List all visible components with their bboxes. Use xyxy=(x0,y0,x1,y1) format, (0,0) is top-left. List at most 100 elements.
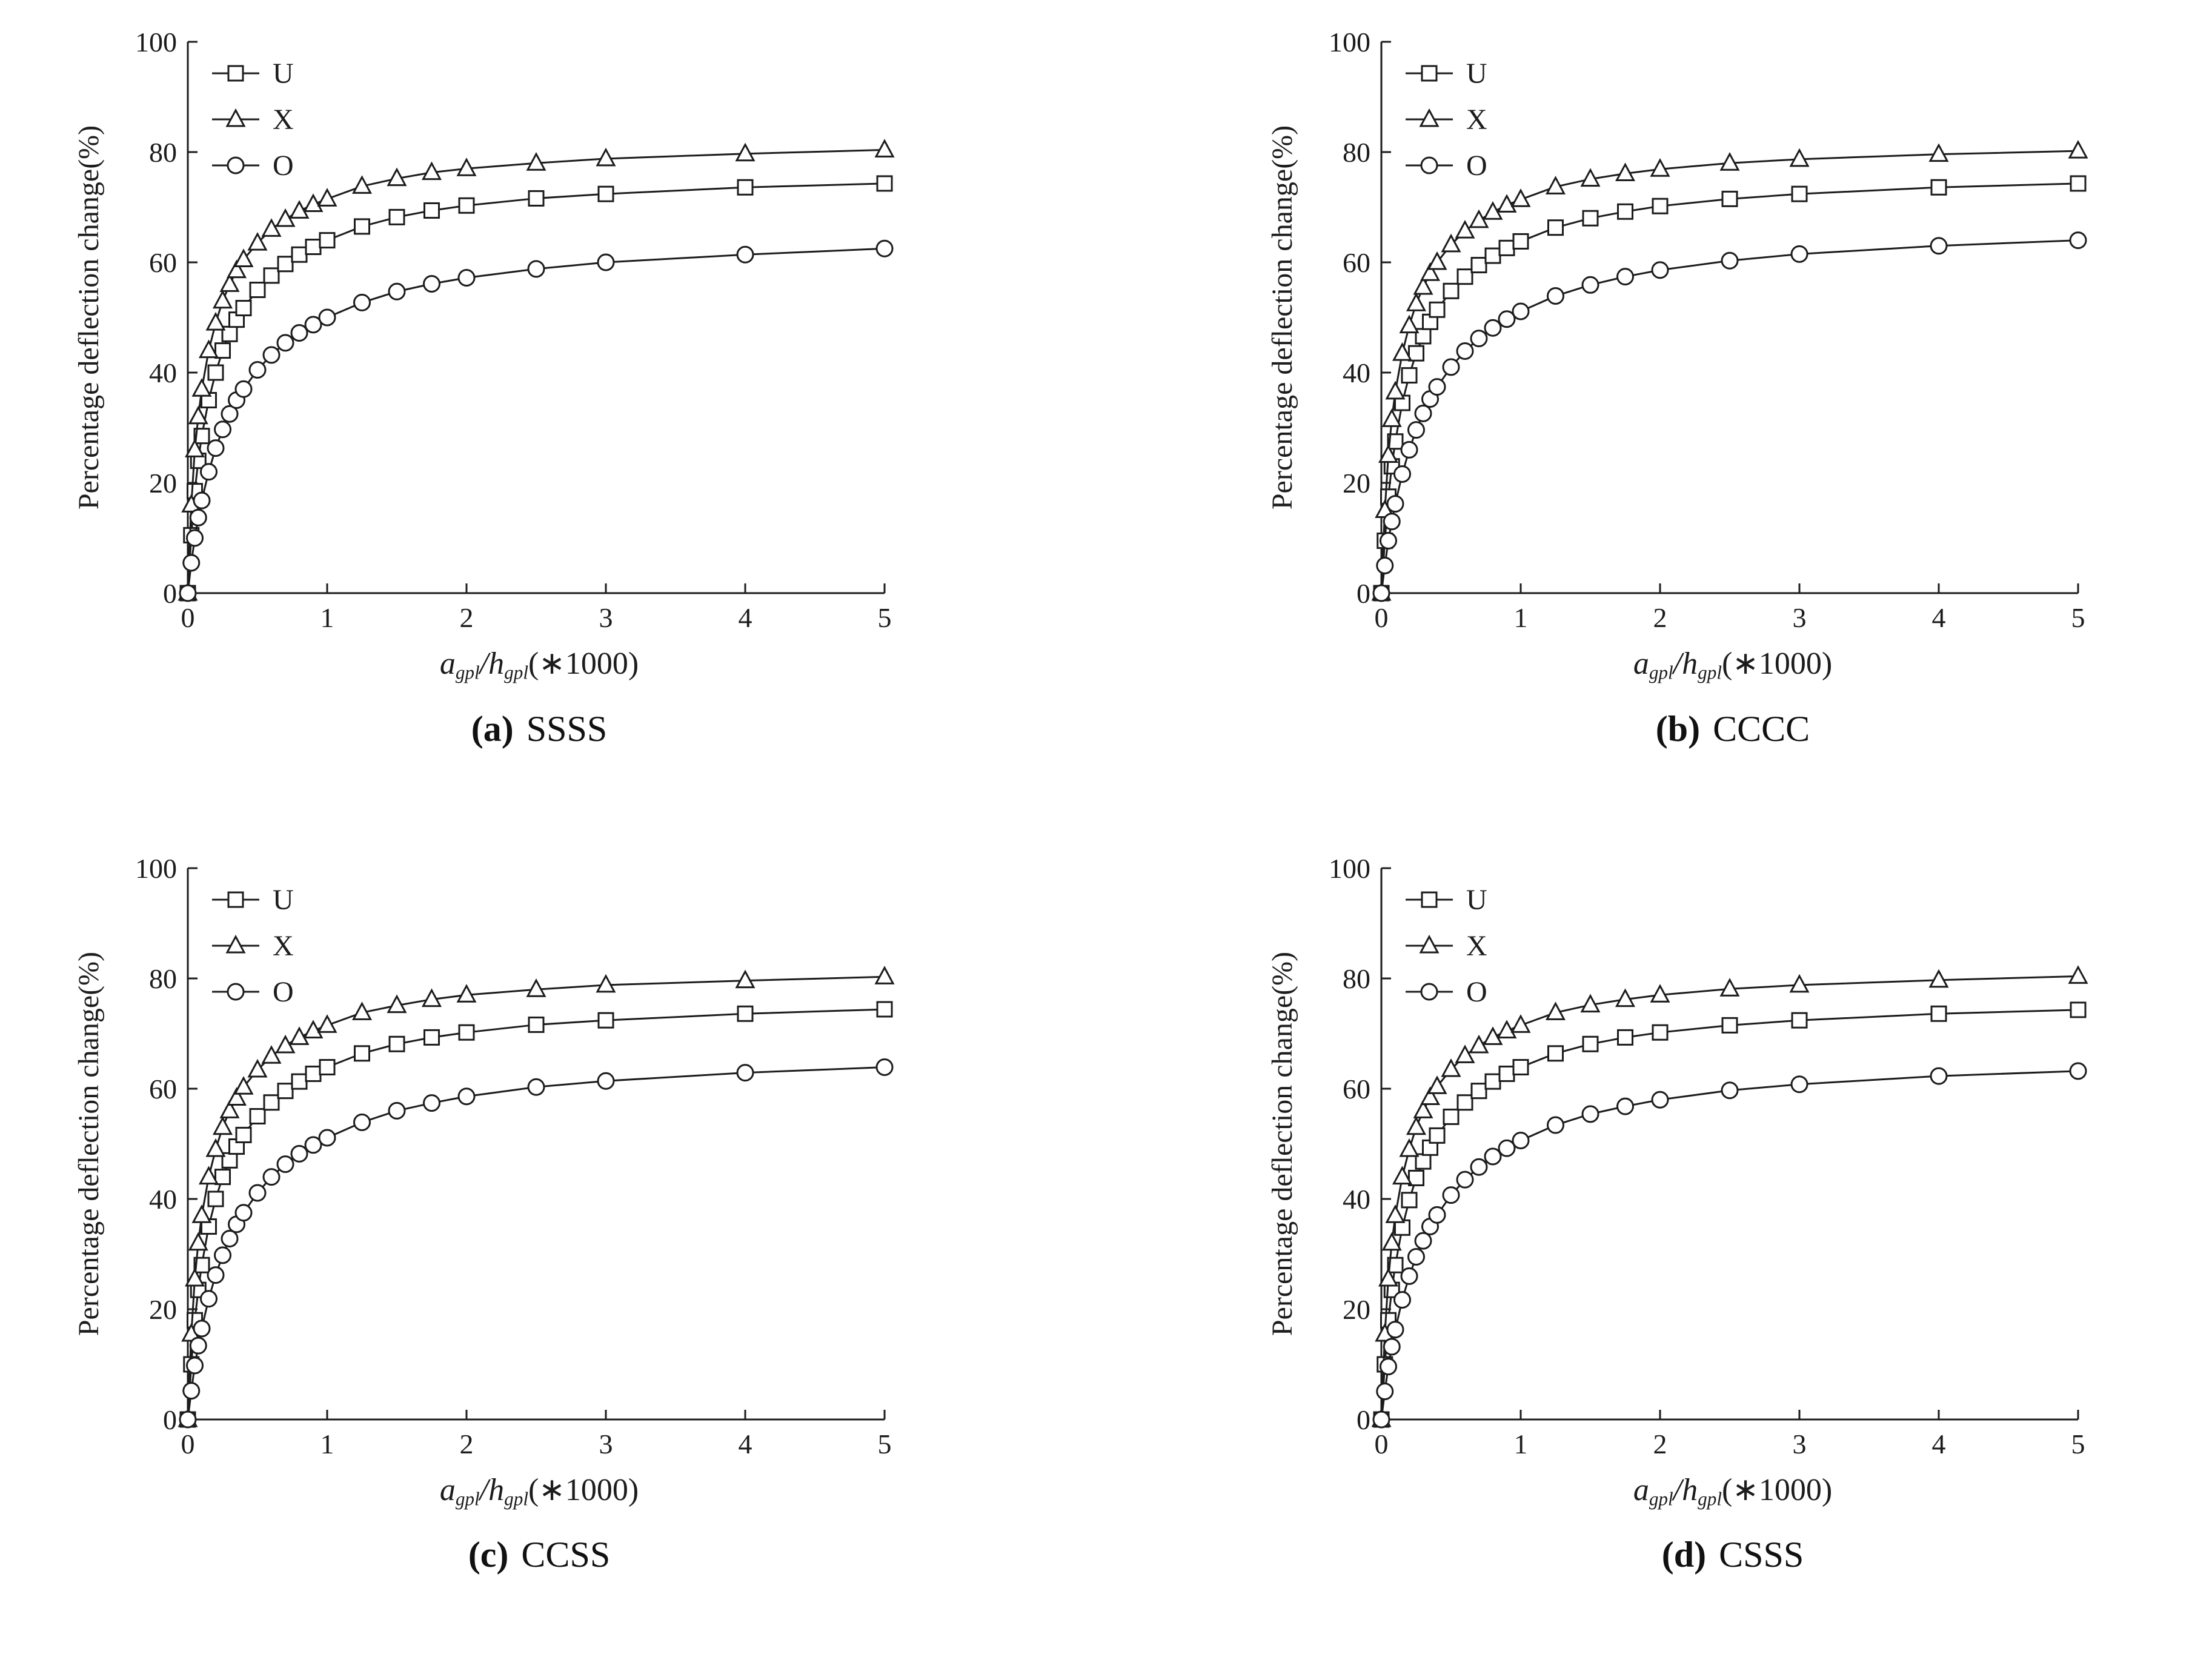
square-marker xyxy=(291,246,308,263)
triangle-marker xyxy=(1419,108,1440,127)
circle-marker xyxy=(736,1063,754,1081)
circle-marker xyxy=(1512,1131,1530,1149)
x-tick-label: 2 xyxy=(460,602,474,633)
legend-label: U xyxy=(273,58,294,90)
circle-marker xyxy=(186,529,204,547)
series-X xyxy=(178,965,895,1427)
square-marker xyxy=(319,232,336,249)
y-tick-label: 100 xyxy=(135,853,177,884)
y-tick-label: 40 xyxy=(1343,357,1370,388)
series-U xyxy=(1373,175,2087,602)
x-tick-label: 1 xyxy=(1514,1429,1528,1459)
xlabel-part: (∗1000) xyxy=(528,1472,639,1507)
circle-marker xyxy=(304,1135,322,1154)
circle-marker xyxy=(388,1101,406,1120)
xlabel-part: gpl xyxy=(1698,662,1722,683)
xlabel-part: a xyxy=(439,1472,456,1507)
square-marker xyxy=(528,1016,545,1033)
chart-c-plot: 0 1 2 3 4 5 0 20 40 60 80 100 Percentage deflection … xyxy=(73,853,895,1459)
circle-marker xyxy=(276,1155,294,1173)
triangle-marker xyxy=(1378,1267,1399,1287)
square-marker xyxy=(249,282,266,298)
square-marker xyxy=(249,1107,266,1124)
square-marker xyxy=(1456,1094,1473,1111)
triangle-marker xyxy=(1420,1086,1441,1105)
xlabel-part: h xyxy=(1682,1472,1698,1507)
series-O xyxy=(179,239,894,602)
triangle-marker xyxy=(205,311,226,331)
circle-marker xyxy=(1721,1081,1739,1099)
square-marker xyxy=(1617,203,1633,220)
y-axis: 0 20 40 60 80 100 xyxy=(135,27,198,609)
square-marker xyxy=(1498,239,1515,256)
triangle-marker xyxy=(1441,1058,1461,1077)
x-axis: 0 1 2 3 4 5 xyxy=(1375,1409,2085,1459)
caption-text-c: CCSS xyxy=(521,1535,611,1575)
series-O xyxy=(1372,1061,2087,1429)
circle-marker xyxy=(597,253,615,271)
legend: UXO xyxy=(1406,58,1487,182)
legend: UXO xyxy=(212,58,294,182)
circle-marker xyxy=(1498,310,1516,328)
y-tick-label: 60 xyxy=(149,247,177,278)
x-axis-label-c: agpl/hgpl(∗1000) xyxy=(61,1472,927,1510)
xlabel-part: (∗1000) xyxy=(1721,646,1833,681)
square-marker xyxy=(2070,175,2087,192)
circle-marker xyxy=(1456,342,1474,360)
triangle-marker xyxy=(198,1166,219,1184)
circle-marker xyxy=(457,1087,476,1105)
x-tick-label: 2 xyxy=(1653,1429,1667,1459)
circle-marker xyxy=(186,1356,204,1374)
caption-index-d: (d) xyxy=(1661,1535,1707,1575)
circle-marker xyxy=(1407,421,1425,439)
triangle-marker xyxy=(1419,934,1440,954)
x-tick-label: 0 xyxy=(1375,1429,1389,1459)
triangle-marker xyxy=(225,934,246,954)
triangle-marker xyxy=(1413,276,1433,295)
legend-label: X xyxy=(273,104,294,136)
x-tick-label: 0 xyxy=(181,1429,195,1459)
y-tick-label: 100 xyxy=(135,27,177,58)
x-tick-label: 2 xyxy=(1653,602,1667,633)
x-axis-label-d: agpl/hgpl(∗1000) xyxy=(1254,1472,2121,1510)
square-marker xyxy=(1582,210,1599,227)
x-tick-label: 3 xyxy=(599,1429,613,1459)
square-marker xyxy=(1791,185,1808,202)
triangle-marker xyxy=(1392,342,1413,361)
circle-marker xyxy=(248,1184,267,1202)
y-axis-label: Percentage deflection change(%) xyxy=(73,125,105,510)
triangle-marker xyxy=(387,167,407,187)
x-axis: 0 1 2 3 4 5 xyxy=(181,1409,892,1459)
caption-b: (b) CCCC xyxy=(1254,708,2121,750)
y-axis-label: Percentage deflection change(%) xyxy=(1266,951,1298,1335)
triangle-marker xyxy=(456,158,477,176)
square-marker xyxy=(1512,233,1529,250)
xlabel-part: gpl xyxy=(504,662,528,683)
xlabel-part: / xyxy=(1673,646,1682,681)
triangle-marker xyxy=(1378,444,1399,463)
square-marker xyxy=(305,1065,322,1082)
legend-label: O xyxy=(1466,976,1487,1008)
square-marker xyxy=(2070,1001,2087,1018)
circle-marker xyxy=(1442,1186,1460,1204)
circle-marker xyxy=(1547,1116,1564,1134)
circle-marker xyxy=(423,1094,440,1112)
triangle-marker xyxy=(184,439,205,457)
circle-marker xyxy=(262,1167,281,1186)
triangle-marker xyxy=(1650,158,1670,177)
circle-marker xyxy=(1414,1232,1432,1250)
caption-c: (c) CCSS xyxy=(61,1534,927,1576)
xlabel-part: a xyxy=(439,646,456,681)
triangle-marker xyxy=(225,108,246,127)
circle-marker xyxy=(457,268,476,287)
circle-marker xyxy=(2069,231,2087,250)
series-U xyxy=(179,175,893,602)
circle-marker xyxy=(1420,983,1438,1001)
triangle-marker xyxy=(247,1058,268,1078)
caption-text-d: CSSS xyxy=(1719,1535,1804,1575)
square-marker xyxy=(1415,328,1432,345)
square-marker xyxy=(263,267,280,284)
triangle-marker xyxy=(596,147,616,167)
square-marker xyxy=(354,218,370,235)
y-tick-label: 40 xyxy=(1343,1184,1370,1215)
